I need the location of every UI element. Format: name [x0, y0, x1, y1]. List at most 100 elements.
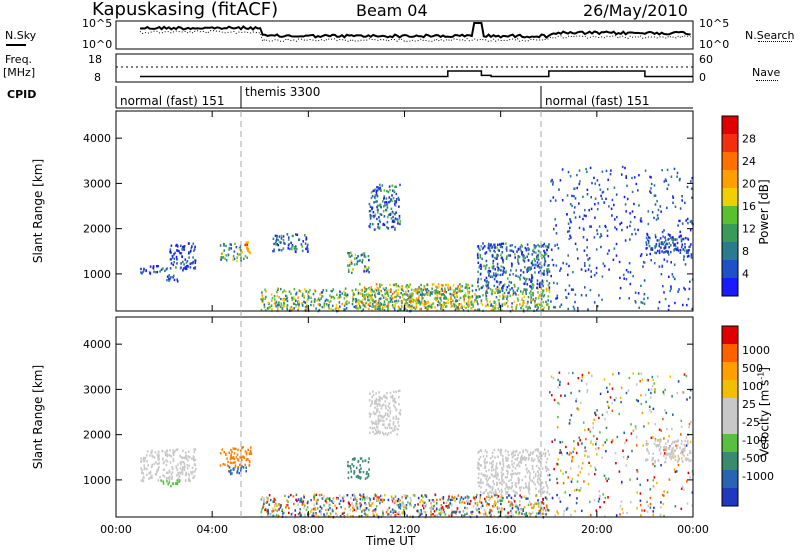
scatter-cell-11 [573, 187, 575, 190]
scatter-cell-9 [463, 305, 465, 308]
scatter-cell-8 [496, 289, 498, 292]
scatter-cell-9 [370, 285, 373, 289]
scatter-cell-8 [575, 501, 578, 505]
scatter-cell-7 [502, 465, 505, 468]
scatter-cell-8 [542, 289, 544, 292]
scatter-cell-3 [245, 466, 247, 469]
scatter-cell-6 [353, 257, 356, 260]
scatter-cell-10 [527, 248, 529, 251]
scatter-cell-4 [457, 494, 460, 497]
scatter-cell-8 [592, 422, 594, 425]
scatter-cell-11 [619, 276, 621, 280]
scatter-cell-8 [547, 304, 549, 307]
scatter-cell-4 [314, 506, 316, 510]
scatter-cell-8 [621, 507, 623, 511]
scatter-cell-4 [301, 503, 304, 506]
cpid-segment-3: normal (fast) 151 [545, 94, 650, 108]
scatter-cell-4 [451, 503, 453, 507]
scatter-cell-10 [526, 283, 529, 286]
scatter-cell-9 [371, 288, 373, 292]
scatter-cell-7 [484, 474, 487, 477]
scatter-cell-4 [513, 500, 516, 503]
scatter-cell-4 [506, 496, 508, 499]
scatter-cell-0 [194, 448, 197, 451]
scatter-cell-7 [390, 217, 393, 220]
scatter-cell-8 [549, 391, 551, 394]
scatter-cell-10 [528, 278, 531, 281]
scatter-cell-4 [266, 498, 269, 501]
scatter-cell-11 [648, 245, 651, 248]
scatter-cell-10 [496, 262, 499, 266]
scatter-cell-8 [527, 295, 530, 299]
scatter-cell-11 [553, 227, 555, 231]
scatter-cell-4 [489, 496, 491, 500]
scatter-cell-7 [520, 456, 523, 459]
scatter-cell-8 [609, 396, 612, 399]
scatter-cell-10 [518, 276, 521, 279]
scatter-cell-7 [394, 217, 397, 220]
scatter-cell-7 [542, 490, 544, 494]
scatter-cell-8 [636, 507, 638, 510]
scatter-cell-4 [441, 507, 444, 511]
scatter-cell-9 [414, 299, 416, 303]
scatter-cell-7 [498, 478, 500, 481]
scatter-cell-6 [390, 395, 392, 398]
scatter-cell-8 [306, 299, 308, 303]
scatter-cell-8 [375, 289, 378, 292]
scatter-cell-8 [285, 294, 287, 297]
scatter-cell-6 [363, 268, 366, 271]
scatter-cell-0 [164, 451, 166, 454]
scatter-cell-9 [646, 458, 649, 461]
scatter-cell-9 [672, 440, 674, 444]
scatter-cell-0 [157, 469, 159, 472]
scatter-cell-8 [578, 489, 580, 492]
scatter-cell-6 [389, 419, 391, 423]
scatter-cell-12 [670, 250, 672, 254]
scatter-cell-8 [454, 289, 456, 292]
scatter-cell-4 [533, 504, 535, 507]
scatter-cell-5 [280, 241, 282, 244]
scatter-cell-9 [645, 458, 647, 461]
scatter-cell-7 [491, 473, 493, 476]
scatter-cell-6 [374, 422, 376, 425]
scatter-cell-11 [670, 287, 672, 290]
scatter-cell-7 [495, 472, 497, 475]
scatter-cell-9 [381, 294, 384, 297]
scatter-cell-8 [547, 299, 549, 302]
scatter-cell-8 [559, 441, 561, 444]
scatter-cell-8 [263, 303, 266, 306]
scatter-cell-4 [497, 510, 500, 514]
scatter-cell-2 [189, 262, 192, 265]
scatter-cell-4 [273, 500, 275, 503]
scatter-cell-11 [584, 208, 586, 212]
scatter-cell-8 [262, 297, 264, 300]
scatter-cell-8 [551, 440, 553, 443]
scatter-cell-4 [343, 499, 346, 502]
scatter-cell-6 [367, 255, 370, 258]
scatter-cell-2 [192, 242, 195, 245]
scatter-cell-9 [651, 458, 654, 462]
scatter-cell-6 [394, 428, 396, 432]
scatter-cell-8 [649, 496, 652, 500]
scatter-cell-7 [492, 460, 494, 463]
scatter-cell-2 [240, 459, 243, 462]
scatter-cell-12 [690, 253, 693, 256]
scatter-cell-10 [530, 261, 533, 265]
scatter-cell-8 [604, 441, 606, 444]
scatter-cell-0 [165, 471, 168, 474]
scatter-cell-4 [476, 504, 479, 507]
scatter-cell-10 [488, 246, 491, 249]
scatter-cell-2 [185, 265, 188, 268]
scatter-cell-7 [385, 197, 388, 200]
scatter-cell-8 [579, 471, 581, 474]
scatter-cell-4 [430, 510, 432, 513]
scatter-cell-7 [394, 228, 396, 231]
scatter-cell-12 [667, 233, 670, 236]
scatter-cell-4 [450, 513, 452, 517]
scatter-cell-4 [456, 507, 459, 510]
scatter-cell-9 [401, 305, 404, 308]
scatter-cell-8 [477, 302, 479, 306]
scatter-cell-4 [366, 495, 368, 499]
scatter-cell-5 [353, 472, 355, 475]
scatter-cell-4 [263, 502, 265, 505]
